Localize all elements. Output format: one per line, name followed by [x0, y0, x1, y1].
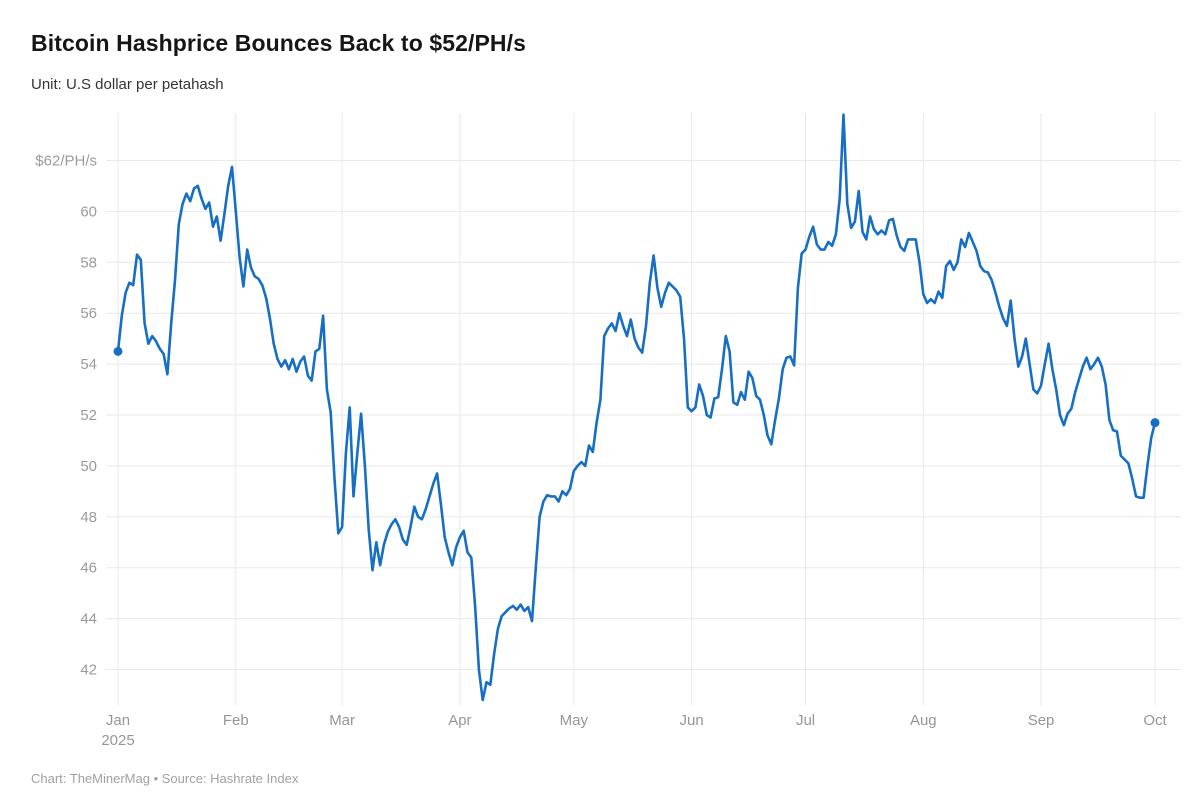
y-tick-label: 54	[80, 356, 97, 373]
chart-subtitle: Unit: U.S dollar per petahash	[31, 76, 224, 93]
y-tick-label: 44	[80, 611, 97, 628]
x-tick-label: Oct	[1143, 712, 1167, 729]
start-point-marker	[113, 346, 123, 356]
x-tick-label: Jan	[106, 712, 130, 729]
end-point-marker	[1150, 418, 1160, 428]
x-tick-label: Mar	[329, 712, 355, 729]
x-tick-label: Jun	[679, 712, 703, 729]
y-tick-label: 48	[80, 509, 97, 526]
y-tick-label: 60	[80, 203, 97, 220]
x-tick-label: Sep	[1028, 712, 1055, 729]
x-tick-label: Aug	[910, 712, 937, 729]
y-tick-label: 58	[80, 254, 97, 271]
y-tick-label: 56	[80, 305, 97, 322]
x-tick-label: Jul	[796, 712, 815, 729]
x-tick-sublabel: 2025	[101, 732, 134, 749]
x-tick-label: May	[560, 712, 589, 729]
chart-title: Bitcoin Hashprice Bounces Back to $52/PH…	[31, 30, 527, 56]
y-tick-label: 46	[80, 560, 97, 577]
y-tick-label: 52	[80, 407, 97, 424]
y-tick-label: 42	[80, 662, 97, 679]
x-tick-label: Feb	[223, 712, 249, 729]
y-tick-label: $62/PH/s	[35, 153, 97, 170]
y-tick-label: 50	[80, 458, 97, 475]
hashprice-line	[116, 113, 1157, 702]
chart-footer: Chart: TheMinerMag • Source: Hashrate In…	[31, 771, 299, 786]
x-tick-label: Apr	[448, 712, 471, 729]
